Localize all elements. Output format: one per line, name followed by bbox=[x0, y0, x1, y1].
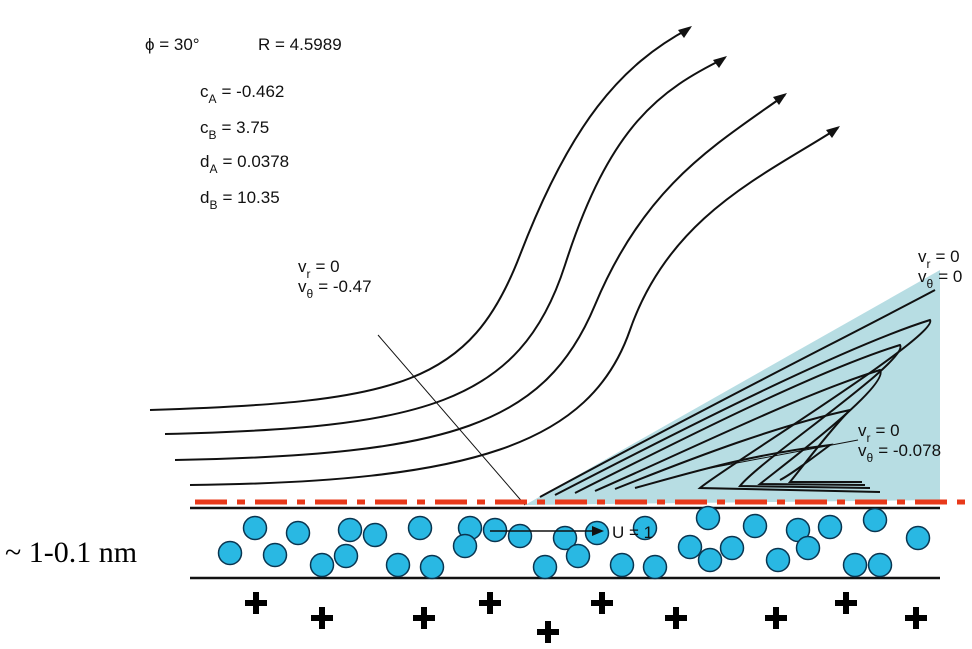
plus-charge bbox=[665, 607, 687, 629]
subscript: B bbox=[209, 128, 217, 142]
ion bbox=[364, 524, 387, 547]
subscript: θ bbox=[307, 287, 314, 301]
velocity-label: U = 1 bbox=[612, 523, 653, 542]
radius: R = 4.5989 bbox=[258, 35, 342, 54]
ion bbox=[219, 542, 242, 565]
ion bbox=[287, 522, 310, 545]
plus-charge bbox=[479, 592, 501, 614]
plus-charge bbox=[835, 592, 857, 614]
value: = -0.462 bbox=[222, 82, 285, 101]
value: = 3.75 bbox=[222, 118, 270, 137]
subscript: θ bbox=[927, 277, 934, 291]
ion bbox=[744, 515, 767, 538]
charges bbox=[245, 592, 927, 643]
ion bbox=[484, 519, 507, 542]
ion bbox=[311, 554, 334, 577]
ion bbox=[699, 549, 722, 572]
value: = 0 bbox=[876, 421, 900, 440]
ion bbox=[797, 537, 820, 560]
ion bbox=[534, 556, 557, 579]
ion bbox=[264, 544, 287, 567]
ion bbox=[244, 517, 267, 540]
ion bbox=[721, 537, 744, 560]
ion bbox=[869, 554, 892, 577]
ion bbox=[509, 525, 532, 548]
ion bbox=[409, 517, 432, 540]
ion bbox=[767, 549, 790, 572]
subscript: r bbox=[867, 431, 871, 445]
plus-charge bbox=[765, 607, 787, 629]
ions bbox=[219, 507, 930, 579]
plus-charge bbox=[245, 592, 267, 614]
parameter-label: cB= 3.75 bbox=[200, 118, 269, 142]
phi: ϕ = 30° bbox=[145, 35, 200, 54]
ion bbox=[611, 554, 634, 577]
subscript: r bbox=[307, 267, 311, 281]
plus-charge bbox=[413, 607, 435, 629]
ion bbox=[387, 554, 410, 577]
ion bbox=[335, 545, 358, 568]
subscript: θ bbox=[867, 451, 874, 465]
parameter-label: dB = 10.35 bbox=[200, 188, 280, 212]
ion bbox=[697, 507, 720, 530]
ion bbox=[679, 536, 702, 559]
symbol: d bbox=[200, 152, 209, 171]
diagram: U = 1 ~ 1-0.1 nm ϕ = 30° R = 4.5989 cA= … bbox=[0, 0, 972, 649]
ion bbox=[339, 519, 362, 542]
ion bbox=[567, 545, 590, 568]
ion bbox=[819, 516, 842, 539]
value: = 0 bbox=[316, 257, 340, 276]
symbol: d bbox=[200, 188, 209, 207]
thickness-label: ~ 1-0.1 nm bbox=[5, 536, 137, 569]
parameter-label: cA= -0.462 bbox=[200, 82, 284, 106]
plus-charge bbox=[905, 607, 927, 629]
value: = 10.35 bbox=[222, 188, 279, 207]
value: = 0 bbox=[936, 247, 960, 266]
ion bbox=[454, 535, 477, 558]
value: = -0.078 bbox=[878, 441, 941, 460]
subscript: A bbox=[209, 92, 217, 106]
value: = 0.0378 bbox=[222, 152, 289, 171]
plus-charge bbox=[591, 592, 613, 614]
plus-charge bbox=[537, 621, 559, 643]
subscript: A bbox=[209, 162, 217, 176]
flow-wedge bbox=[525, 270, 940, 505]
ion bbox=[844, 554, 867, 577]
ion bbox=[644, 556, 667, 579]
ion bbox=[907, 527, 930, 550]
ion bbox=[864, 509, 887, 532]
subscript: B bbox=[209, 198, 217, 212]
plus-charge bbox=[311, 607, 333, 629]
ion bbox=[421, 556, 444, 579]
value: = 0 bbox=[938, 267, 962, 286]
value: = -0.47 bbox=[318, 277, 371, 296]
subscript: r bbox=[927, 257, 931, 271]
parameter-label: dA = 0.0378 bbox=[200, 152, 289, 176]
